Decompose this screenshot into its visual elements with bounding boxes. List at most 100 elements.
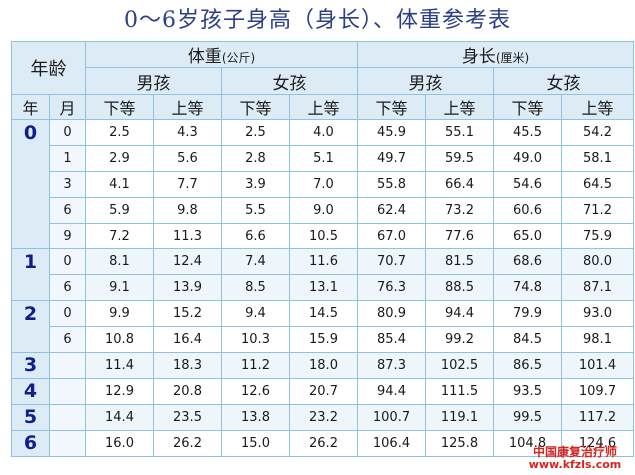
weight-header: 体重(公斤) bbox=[85, 41, 358, 68]
watermark-text: 中国康复治疗师 bbox=[532, 444, 617, 459]
value-cell: 6.6 bbox=[221, 222, 290, 250]
value-cell: 60.6 bbox=[493, 196, 562, 224]
value-cell: 10.8 bbox=[85, 326, 154, 354]
table-row: 0 0 2.5 4.3 2.5 4.0 45.9 55.1 45.5 54.2 bbox=[11, 118, 634, 250]
value-cell: 9.0 bbox=[289, 196, 358, 224]
value-cell: 45.5 bbox=[493, 119, 562, 146]
value-cell: 77.6 bbox=[425, 222, 494, 250]
value-cell: 12.6 bbox=[221, 377, 290, 405]
height-girl-upper-header: 上等 bbox=[561, 94, 634, 120]
value-cell: 3.9 bbox=[221, 170, 290, 198]
value-cell: 15.9 bbox=[289, 326, 358, 354]
month-cell: 9 bbox=[49, 222, 86, 250]
value-cell: 14.4 bbox=[85, 403, 154, 431]
value-cell: 49.7 bbox=[357, 144, 426, 172]
value-cell: 80.0 bbox=[561, 248, 634, 276]
height-boy-lower-header: 下等 bbox=[357, 94, 426, 120]
value-cell: 66.4 bbox=[425, 170, 494, 198]
value-cell: 10.3 bbox=[221, 326, 290, 354]
height-boy-header: 男孩 bbox=[357, 67, 494, 95]
height-header: 身长(厘米) bbox=[357, 41, 634, 68]
value-cell: 93.5 bbox=[493, 377, 562, 405]
value-cell: 23.2 bbox=[289, 403, 358, 431]
weight-boy-upper-header: 上等 bbox=[153, 94, 222, 120]
month-cell: 6 bbox=[49, 326, 86, 354]
table-row: 6 9.1 13.9 8.5 13.1 76.3 88.5 74.8 87.1 bbox=[12, 274, 634, 302]
value-cell: 26.2 bbox=[153, 429, 222, 457]
value-cell: 18.0 bbox=[289, 352, 358, 379]
value-cell: 23.5 bbox=[153, 403, 222, 431]
value-cell: 54.6 bbox=[493, 170, 562, 198]
page-title: 0～6岁孩子身高（身长）、体重参考表 bbox=[124, 8, 511, 33]
value-cell: 125.8 bbox=[425, 429, 494, 457]
site-watermark: 中国康复治疗师 www.kfzls.com bbox=[523, 444, 627, 471]
month-cell bbox=[49, 352, 86, 379]
value-cell: 124.6 bbox=[561, 429, 634, 457]
height-boy-upper-header: 上等 bbox=[425, 94, 494, 120]
height-girl-header: 女孩 bbox=[493, 67, 634, 95]
value-cell: 4.3 bbox=[153, 119, 222, 146]
value-cell: 4.0 bbox=[289, 119, 358, 146]
value-cell: 74.8 bbox=[493, 274, 562, 302]
table-row: 3 11.4 18.3 11.2 18.0 87.3 102.5 86.5 101.4 bbox=[11, 352, 634, 379]
value-cell: 99.2 bbox=[425, 326, 494, 354]
value-cell: 9.1 bbox=[85, 274, 154, 302]
year-cell: 3 bbox=[11, 352, 50, 379]
value-cell: 81.5 bbox=[425, 248, 494, 276]
value-cell: 5.6 bbox=[153, 144, 222, 172]
table-row: 1 2.9 5.6 2.8 5.1 49.7 59.5 49.0 58.1 bbox=[12, 144, 634, 172]
value-cell: 13.9 bbox=[153, 274, 222, 302]
value-cell: 26.2 bbox=[289, 429, 358, 457]
month-cell: 6 bbox=[49, 196, 86, 224]
table-row: 6 16.0 26.2 15.0 26.2 106.4 125.8 104.8 124.6 bbox=[11, 429, 634, 457]
value-cell: 11.2 bbox=[221, 352, 290, 379]
value-cell: 13.1 bbox=[289, 274, 358, 302]
value-cell: 8.1 bbox=[85, 248, 154, 276]
value-cell: 11.6 bbox=[289, 248, 358, 276]
month-cell: 1 bbox=[49, 144, 86, 172]
value-cell: 2.5 bbox=[221, 119, 290, 146]
value-cell: 18.3 bbox=[153, 352, 222, 379]
value-cell: 5.5 bbox=[221, 196, 290, 224]
value-cell: 70.7 bbox=[357, 248, 426, 276]
value-cell: 15.0 bbox=[221, 429, 290, 457]
value-cell: 65.0 bbox=[493, 222, 562, 250]
value-cell: 7.4 bbox=[221, 248, 290, 276]
value-cell: 55.1 bbox=[425, 119, 494, 146]
value-cell: 14.5 bbox=[289, 300, 358, 328]
year-header: 年 bbox=[11, 94, 50, 120]
value-cell: 16.0 bbox=[85, 429, 154, 457]
value-cell: 49.0 bbox=[493, 144, 562, 172]
value-cell: 16.4 bbox=[153, 326, 222, 354]
table-row: 5 14.4 23.5 13.8 23.2 100.7 119.1 99.5 117.2 bbox=[11, 403, 634, 431]
value-cell: 9.8 bbox=[153, 196, 222, 224]
table-body: 0 0 2.5 4.3 2.5 4.0 45.9 55.1 45.5 54.2 1 2.9 5.6 2.8… bbox=[11, 118, 634, 457]
weight-girl-upper-header: 上等 bbox=[289, 94, 358, 120]
value-cell: 67.0 bbox=[357, 222, 426, 250]
value-cell: 71.2 bbox=[561, 196, 634, 224]
value-cell: 80.9 bbox=[357, 300, 426, 328]
value-cell: 12.4 bbox=[153, 248, 222, 276]
value-cell: 2.8 bbox=[221, 144, 290, 172]
value-cell: 98.1 bbox=[561, 326, 634, 354]
weight-boy-header: 男孩 bbox=[85, 67, 222, 95]
year-cell: 0 bbox=[11, 118, 50, 250]
value-cell: 64.5 bbox=[561, 170, 634, 198]
table-row: 6 10.8 16.4 10.3 15.9 85.4 99.2 84.5 98.1 bbox=[12, 326, 634, 354]
value-cell: 7.7 bbox=[153, 170, 222, 198]
value-cell: 93.0 bbox=[561, 300, 634, 328]
table-row: 3 4.1 7.7 3.9 7.0 55.8 66.4 54.6 64.5 bbox=[12, 170, 634, 198]
value-cell: 79.9 bbox=[493, 300, 562, 328]
value-cell: 106.4 bbox=[357, 429, 426, 457]
value-cell: 12.9 bbox=[85, 377, 154, 405]
table-row: 1 0 8.1 12.4 7.4 11.6 70.7 81.5 68.6 80.0 bbox=[11, 248, 634, 302]
year-cell: 4 bbox=[11, 377, 50, 405]
value-cell: 86.5 bbox=[493, 352, 562, 379]
value-cell: 10.5 bbox=[289, 222, 358, 250]
value-cell: 55.8 bbox=[357, 170, 426, 198]
value-cell: 9.4 bbox=[221, 300, 290, 328]
month-cell bbox=[49, 403, 86, 431]
value-cell: 87.1 bbox=[561, 274, 634, 302]
value-cell: 9.9 bbox=[85, 300, 154, 328]
value-cell: 2.5 bbox=[85, 119, 154, 146]
